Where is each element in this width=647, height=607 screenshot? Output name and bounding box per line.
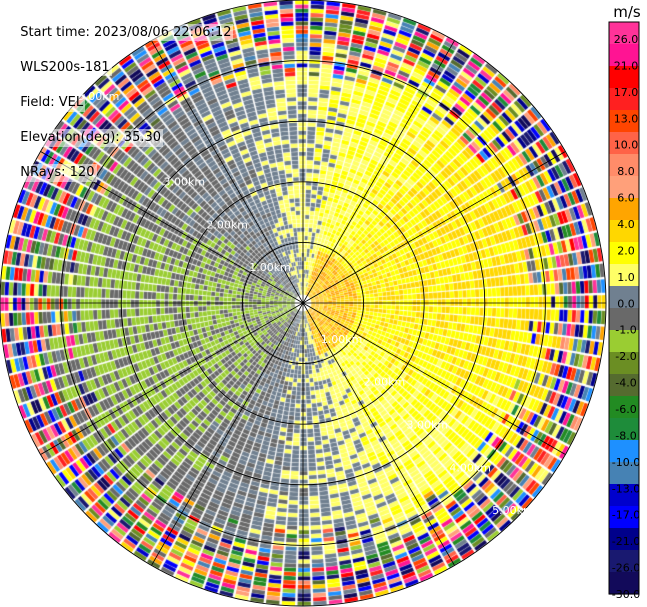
nrays-label: NRays: 120 — [18, 164, 97, 182]
ring-label: 2.00km — [206, 218, 248, 231]
colorbar-swatch — [609, 110, 639, 133]
colorbar-tick-label: -2.0 — [615, 350, 636, 363]
field-label: Field: VEL — [18, 93, 86, 112]
colorbar-swatch — [609, 286, 639, 309]
colorbar-swatch — [609, 462, 639, 485]
colorbar-swatch — [609, 44, 639, 67]
colorbar-swatch — [609, 264, 639, 287]
colorbar-tick-label: 4.0 — [617, 218, 635, 231]
colorbar: m/s 26.0 21.0 17.0 13.0 10.0 8.0 6.0 4.0 2.0 1.0 0.… — [608, 3, 641, 601]
colorbar-tick-label: 8.0 — [617, 165, 635, 178]
colorbar-swatch — [609, 484, 639, 507]
colorbar-tick-label: -30.0 — [612, 588, 640, 601]
colorbar-swatch — [609, 308, 639, 331]
colorbar-swatch — [609, 528, 639, 551]
plot-info: Start time: 2023/08/06 22:06:12 WLS200s-… — [10, 6, 234, 182]
azimuth-line — [40, 302, 304, 455]
colorbar-tick-label: 26.0 — [614, 33, 639, 46]
azimuth-line — [302, 302, 566, 455]
colorbar-swatch — [609, 440, 639, 463]
colorbar-tick-label: -4.0 — [615, 377, 636, 390]
colorbar-tick-label: 21.0 — [614, 59, 639, 72]
colorbar-swatch — [609, 572, 639, 595]
colorbar-swatch — [609, 220, 639, 243]
colorbar-swatch — [609, 88, 639, 111]
colorbar-tick-label: -13.0 — [612, 482, 640, 495]
colorbar-swatch — [609, 132, 639, 155]
colorbar-frame — [608, 21, 640, 595]
ring-label: 3.00km — [164, 176, 206, 189]
colorbar-swatch — [609, 506, 639, 529]
colorbar-tick-label: -26.0 — [612, 562, 640, 575]
colorbar-tick-label: 2.0 — [617, 244, 635, 257]
ring-label: 1.00km — [249, 261, 291, 274]
colorbar-swatch — [609, 418, 639, 441]
colorbar-swatch — [609, 176, 639, 199]
colorbar-tick-label: -10.0 — [612, 456, 640, 469]
ring-label: 1.00km — [321, 333, 363, 346]
colorbar-unit: m/s — [613, 3, 641, 21]
azimuth-line — [302, 151, 566, 304]
colorbar-swatch — [609, 396, 639, 419]
colorbar-tick-label: 0.0 — [617, 297, 635, 310]
azimuth-line — [302, 302, 455, 566]
colorbar-tick-label: 13.0 — [614, 112, 639, 125]
colorbar-swatch — [609, 374, 639, 397]
colorbar-swatch — [609, 22, 639, 45]
start-time-label: Start time: 2023/08/06 22:06:12 — [18, 23, 234, 42]
colorbar-swatch — [609, 550, 639, 573]
colorbar-swatch — [609, 198, 639, 221]
ring-label: 5.00km — [492, 504, 534, 517]
elevation-label: Elevation(deg): 35.30 — [18, 129, 164, 147]
colorbar-swatch — [609, 66, 639, 89]
azimuth-line — [151, 302, 304, 566]
colorbar-swatch — [609, 154, 639, 177]
ring-label: 3.00km — [406, 418, 448, 431]
colorbar-tick-label: 17.0 — [614, 86, 639, 99]
colorbar-tick-label: -17.0 — [612, 509, 640, 522]
colorbar-tick-label: -8.0 — [615, 429, 636, 442]
ring-label: 5.00km — [78, 90, 120, 103]
ring-label: 2.00km — [364, 376, 406, 389]
colorbar-tick-label: 6.0 — [617, 192, 635, 205]
azimuth-line — [151, 40, 304, 304]
azimuth-line — [302, 40, 455, 304]
colorbar-tick-label: 10.0 — [614, 139, 639, 152]
colorbar-tick-label: -21.0 — [612, 535, 640, 548]
colorbar-tick-label: -6.0 — [615, 403, 636, 416]
colorbar-tick-label: -1.0 — [615, 324, 636, 337]
colorbar-swatch — [609, 242, 639, 265]
instrument-label: WLS200s-181 — [18, 58, 112, 77]
colorbar-tick-label: 1.0 — [617, 271, 635, 284]
colorbar-swatch — [609, 352, 639, 375]
ppi-overlay: 1.00km 2.00km 3.00km 4.00km 5.00km 1.00km 2.00… — [0, 0, 607, 607]
ring-label: 4.00km — [449, 461, 491, 474]
colorbar-swatch — [609, 330, 639, 353]
